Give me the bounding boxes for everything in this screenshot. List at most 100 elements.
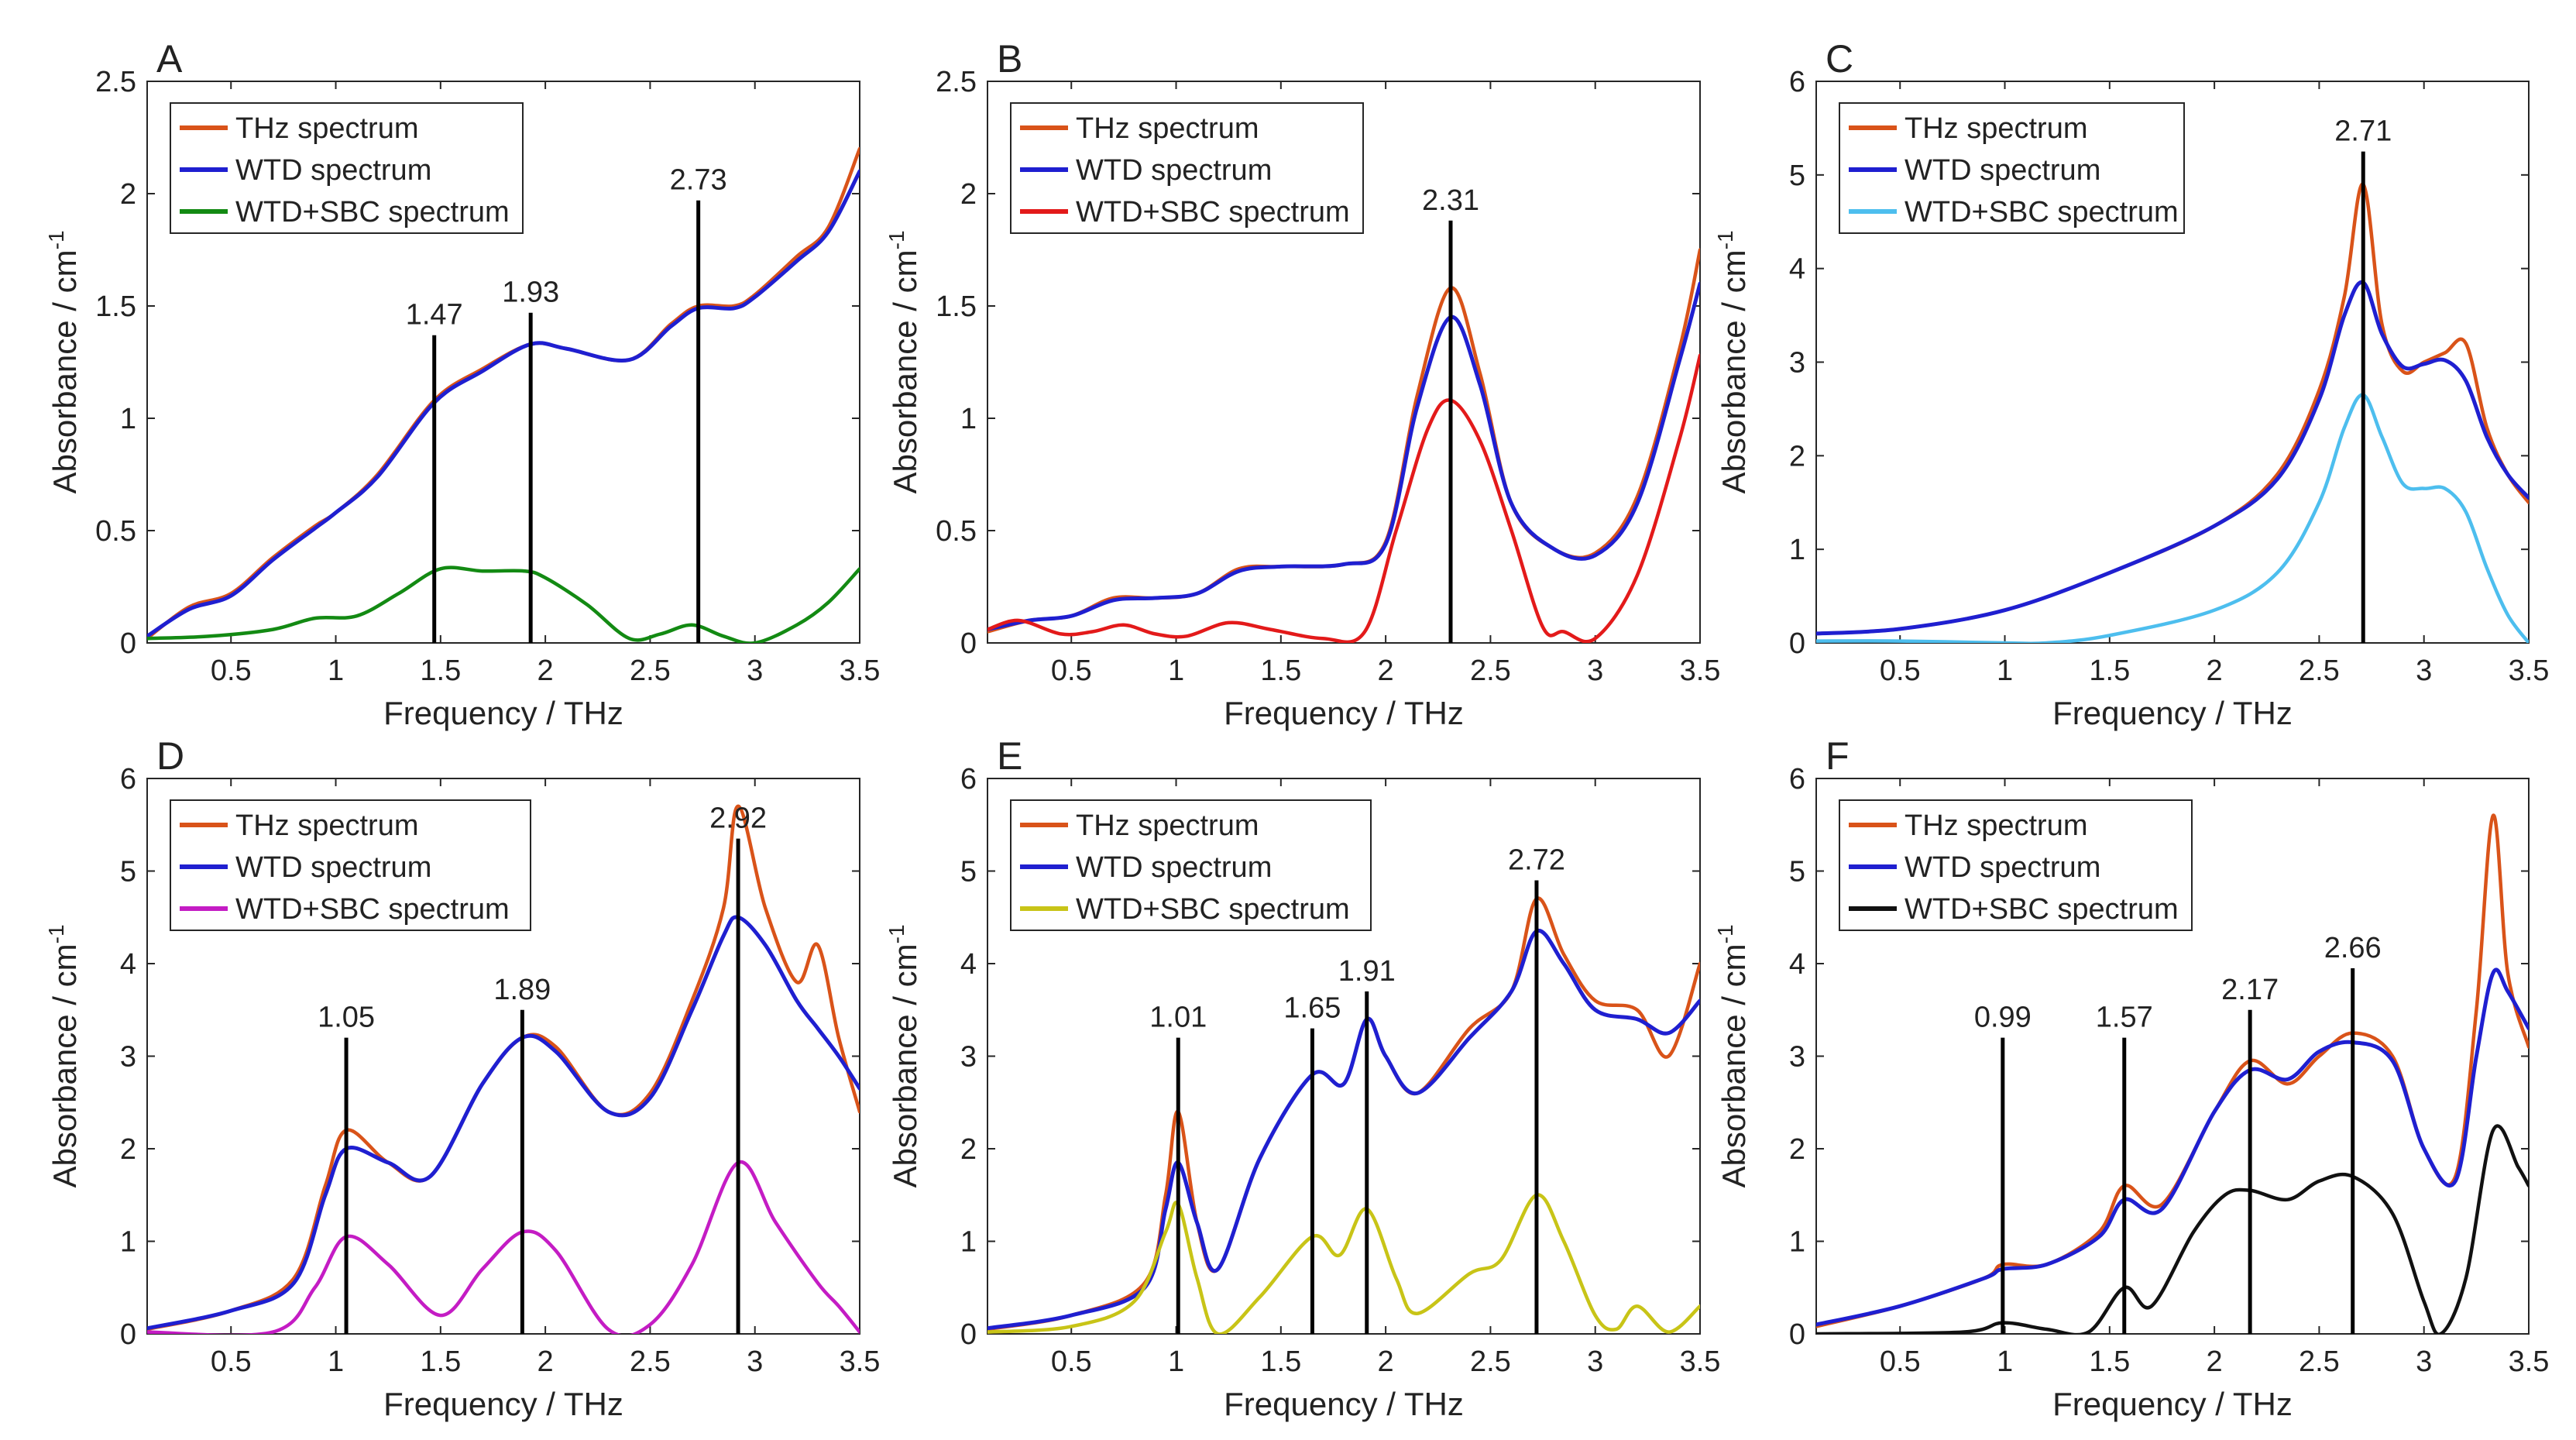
series-line-wtd-sbc-spectrum: [987, 1193, 1700, 1334]
legend-entry: WTD+SBC spectrum: [235, 893, 510, 926]
x-tick-label: 0.5: [211, 655, 252, 687]
x-tick-label: 2.5: [2299, 1345, 2340, 1378]
x-tick-label: 0.5: [1051, 655, 1092, 687]
peak-label: 2.66: [2324, 932, 2382, 964]
panel-letter: F: [1826, 734, 1850, 778]
x-tick-label: 3.5: [2509, 655, 2550, 687]
x-tick-label: 3: [2416, 655, 2432, 687]
y-axis-label: Absorbance / cm-1: [1713, 924, 1752, 1187]
y-tick-label: 1.5: [936, 290, 977, 323]
x-tick-label: 1: [328, 1345, 344, 1378]
legend-entry: WTD spectrum: [1076, 154, 1272, 187]
legend-entry: WTD+SBC spectrum: [1905, 893, 2179, 926]
x-tick-label: 2: [1378, 1345, 1394, 1378]
y-tick-label: 6: [1789, 763, 1805, 796]
x-tick-label: 1.5: [420, 1345, 461, 1378]
y-axis-label-superscript: -1: [884, 924, 908, 943]
peak-label: 1.05: [318, 1002, 375, 1034]
y-tick-label: 2: [960, 1133, 977, 1166]
x-axis-label: Frequency / THz: [1224, 695, 1464, 731]
x-tick-label: 1.5: [1260, 655, 1301, 687]
peak-label: 2.92: [709, 802, 767, 835]
x-tick-label: 1.5: [2089, 1345, 2130, 1378]
legend-box: [170, 102, 524, 234]
panel-e: 0.5 1 1.5 2 2.5 3 3.5 0 1 2 3 4 5 6 Frequency / THz Abs…: [884, 734, 1720, 1422]
x-tick-label: 3: [747, 1345, 763, 1378]
legend-entry: WTD spectrum: [235, 851, 431, 884]
legend-box: [1010, 102, 1364, 234]
x-tick-label: 3.5: [840, 1345, 881, 1378]
y-axis-label-text: Absorbance / cm: [1716, 249, 1752, 493]
x-tick-label: 3.5: [1680, 655, 1721, 687]
y-tick-label: 3: [1789, 1041, 1805, 1074]
x-tick-label: 2.5: [1470, 655, 1511, 687]
y-tick-label: 0: [960, 627, 977, 660]
y-tick-label: 0.5: [936, 515, 977, 548]
x-tick-label: 1: [1997, 1345, 2013, 1378]
legend-entry: THz spectrum: [1905, 809, 2087, 842]
legend-box: [1839, 799, 2193, 931]
legend-entry: WTD spectrum: [1905, 851, 2100, 884]
panel-f: 0.5 1 1.5 2 2.5 3 3.5 0 1 2 3 4 5 6 Frequency / THz Abs…: [1713, 734, 2549, 1422]
panel-letter: A: [156, 37, 183, 81]
legend-box: [1839, 102, 2185, 234]
y-tick-label: 4: [1789, 253, 1805, 286]
y-tick-label: 1: [960, 1226, 977, 1259]
x-tick-label: 1: [1168, 655, 1184, 687]
x-tick-label: 2: [2207, 1345, 2223, 1378]
y-tick-label: 1: [1789, 1226, 1805, 1259]
x-tick-label: 3: [2416, 1345, 2432, 1378]
legend-entry: THz spectrum: [235, 809, 418, 842]
peak-label: 1.57: [2096, 1002, 2153, 1034]
x-tick-label: 3.5: [840, 655, 881, 687]
y-tick-label: 6: [120, 763, 136, 796]
y-tick-label: 0.5: [95, 515, 136, 548]
x-tick-label: 2.5: [1470, 1345, 1511, 1378]
peak-label: 2.31: [1422, 184, 1479, 217]
legend-entry: WTD+SBC spectrum: [1076, 893, 1350, 926]
legend-entry: WTD+SBC spectrum: [1076, 196, 1350, 229]
y-tick-label: 0: [960, 1318, 977, 1351]
y-tick-label: 0: [120, 1318, 136, 1351]
x-tick-label: 0.5: [1880, 1345, 1921, 1378]
x-tick-label: 3.5: [1680, 1345, 1721, 1378]
x-tick-label: 3: [1587, 1345, 1603, 1378]
x-axis-label: Frequency / THz: [2052, 1386, 2293, 1422]
series-line-wtd-sbc-spectrum: [147, 565, 860, 643]
y-axis-label: Absorbance / cm-1: [44, 924, 83, 1187]
legend-box: [170, 799, 531, 931]
y-tick-label: 1: [1789, 534, 1805, 566]
y-axis-label-text: Absorbance / cm: [887, 943, 923, 1187]
legend: THz spectrum WTD spectrum WTD+SBC spectrum: [170, 799, 531, 931]
peak-label: 1.01: [1149, 1002, 1207, 1034]
series-group: [987, 896, 1700, 1334]
peak-label: 1.93: [502, 277, 559, 309]
legend: THz spectrum WTD spectrum WTD+SBC spectrum: [1010, 102, 1364, 234]
y-tick-label: 1: [120, 1226, 136, 1259]
x-tick-label: 0.5: [1880, 655, 1921, 687]
series-line-wtd-sbc-spectrum: [987, 353, 1700, 643]
y-tick-label: 3: [120, 1041, 136, 1074]
y-axis-label: Absorbance / cm-1: [884, 924, 923, 1187]
legend: THz spectrum WTD spectrum WTD+SBC spectrum: [1010, 799, 1372, 931]
y-tick-label: 4: [1789, 948, 1805, 981]
y-tick-label: 0: [1789, 1318, 1805, 1351]
legend-entry: WTD spectrum: [1076, 851, 1272, 884]
y-axis-label: Absorbance / cm-1: [1713, 230, 1752, 493]
legend: THz spectrum WTD spectrum WTD+SBC spectrum: [170, 102, 524, 234]
legend-entry: THz spectrum: [235, 112, 418, 145]
panel-letter: D: [156, 734, 184, 778]
x-tick-label: 0.5: [211, 1345, 252, 1378]
series-line-wtd-spectrum: [987, 281, 1700, 632]
y-axis-label-text: Absorbance / cm: [1716, 943, 1752, 1187]
y-tick-label: 2: [1789, 1133, 1805, 1166]
y-tick-label: 2: [120, 178, 136, 211]
y-tick-label: 4: [960, 948, 977, 981]
series-group: [987, 248, 1700, 643]
y-tick-label: 3: [960, 1041, 977, 1074]
x-axis-label: Frequency / THz: [1224, 1386, 1464, 1422]
y-tick-label: 2: [1789, 440, 1805, 473]
